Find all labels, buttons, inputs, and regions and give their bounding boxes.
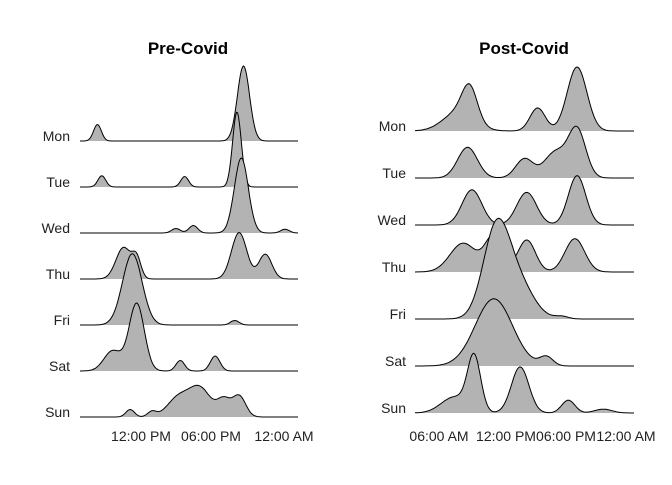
x-tick-label: 06:00 PM [536,428,596,444]
ridge-line-wed [80,157,299,234]
ridge-line-sun [415,352,634,414]
ridge-area-wed [80,158,298,233]
ridge-area-mon [80,66,298,141]
row-label-sat: Sat [49,358,70,374]
ridge-area-mon [415,67,634,131]
chart-panel-1: Pre-Covid Mon Tue Wed Thu Fri Sat Sun 12:00 PM 06… [41,39,313,444]
ridge-area-sat [415,298,634,366]
ridge-line-thu [80,232,298,280]
ridge-line-fri [80,253,298,326]
x-tick-label: 12:00 AM [596,428,655,444]
ridge-line-wed [415,175,634,226]
row-label-mon: Mon [379,118,406,134]
row-label-fri: Fri [390,306,406,322]
x-tick-label: 12:00 AM [254,428,313,444]
ridge-line-sat [80,302,298,372]
ridge-area-fri [415,218,634,319]
row-label-tue: Tue [382,165,406,181]
ridge-area-sun [80,385,298,417]
ridge-line-thu [415,234,634,273]
ridge-area-wed [415,175,634,225]
row-label-fri: Fri [54,312,70,328]
panel-title: Pre-Covid [148,39,228,58]
row-label-sun: Sun [381,400,406,416]
ridge-area-sat [80,303,298,371]
row-label-thu: Thu [46,266,70,282]
ridge-area-tue [415,126,634,178]
ridge-line-mon [414,66,634,132]
x-tick-label: 12:00 PM [476,428,536,444]
row-label-sun: Sun [45,404,70,420]
ridge-line-mon [80,65,298,142]
panel-title: Post-Covid [479,39,569,58]
ridge-line-sat [415,298,634,367]
ridge-area-thu [415,234,634,272]
row-label-sat: Sat [385,353,406,369]
x-tick-label: 06:00 AM [409,428,468,444]
row-label-wed: Wed [377,212,406,228]
x-tick-label: 12:00 PM [111,428,171,444]
row-label-mon: Mon [43,128,70,144]
row-label-wed: Wed [41,220,70,236]
ridge-area-sun [415,353,634,413]
row-label-thu: Thu [382,259,406,275]
ridge-line-tue [415,125,634,179]
x-tick-label: 06:00 PM [181,428,241,444]
ridge-line-sun [80,384,298,418]
ridge-line-fri [415,217,634,320]
row-label-tue: Tue [46,174,70,190]
ridge-line-tue [80,111,298,188]
